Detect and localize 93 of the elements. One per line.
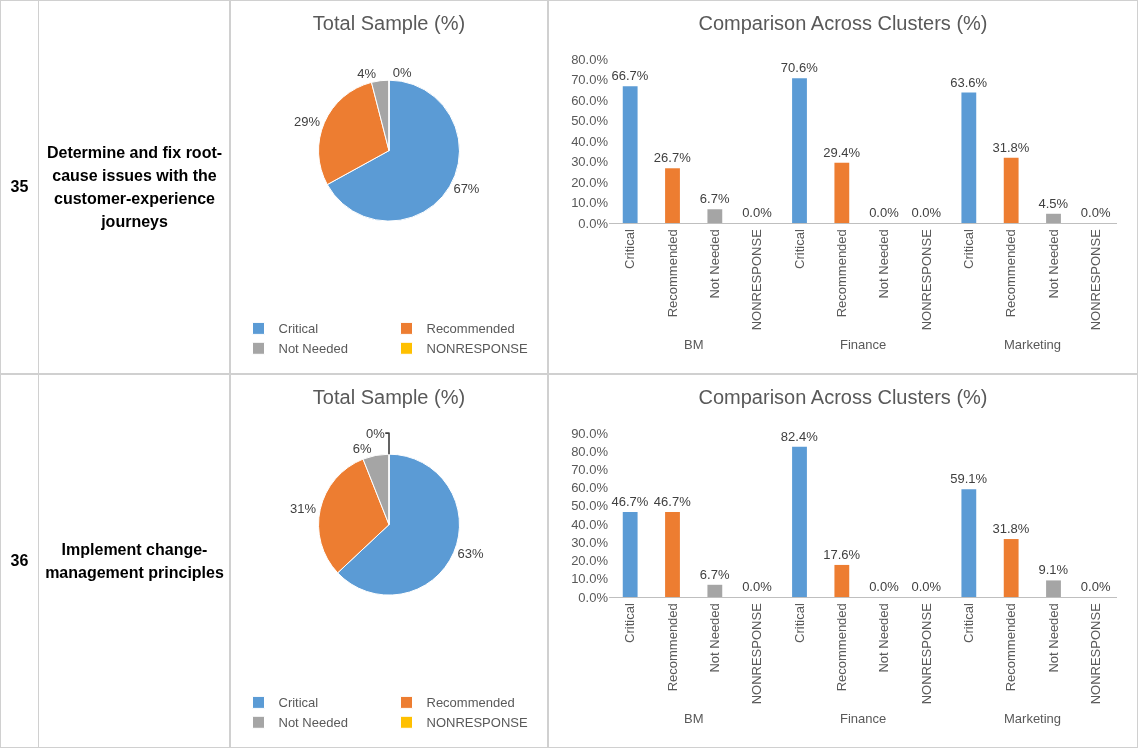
y-tick-label: 30.0% (571, 154, 609, 170)
data-label: 46.7% (611, 493, 649, 509)
data-label: 9.1% (1038, 562, 1069, 578)
x-tick-label: Recommended (1003, 603, 1019, 692)
x-tick-label: NONRESPONSE (1088, 228, 1104, 331)
x-tick-label: Not Needed (707, 603, 723, 673)
data-label: 0.0% (1080, 579, 1111, 594)
y-tick-label: 70.0% (571, 461, 609, 477)
text: Implement change-management principles (39, 375, 231, 747)
x-tick-label: NONRESPONSE (749, 228, 765, 331)
y-tick-label: 60.0% (571, 92, 609, 108)
text: Finance (840, 711, 887, 726)
text: 35 (1, 1, 39, 373)
x-tick-label: NONRESPONSE (918, 602, 934, 705)
data-label: 0.0% (742, 579, 773, 594)
chart-title: Total Sample (%) (312, 11, 466, 34)
x-tick-label: Critical (961, 229, 977, 269)
x-tick-label: Critical (622, 603, 638, 643)
chart-title: Comparison Across Clusters (%) (698, 11, 988, 34)
y-tick-label: 0.0% (578, 589, 609, 605)
y-tick-label: 50.0% (571, 113, 609, 129)
data-label: 70.6% (780, 60, 819, 76)
data-label: 6.7% (699, 566, 730, 582)
x-tick-label: Not Needed (707, 229, 723, 299)
y-tick-label: 70.0% (571, 72, 609, 88)
x-tick-label: Recommended (664, 603, 680, 692)
data-label: 82.4% (780, 428, 819, 444)
text: 0% (366, 425, 385, 441)
data-label: 63.6% (950, 74, 988, 90)
text: Finance (840, 337, 887, 352)
x-tick-label: NONRESPONSE (749, 602, 765, 705)
y-tick-label: 90.0% (571, 425, 609, 441)
text: BM (684, 711, 704, 726)
y-tick-label: 80.0% (571, 443, 609, 459)
x-tick-label: NONRESPONSE (918, 228, 934, 331)
x-tick-label: NONRESPONSE (1088, 602, 1104, 705)
legend-label: Not Needed (278, 341, 348, 357)
chart-title: Comparison Across Clusters (%) (698, 385, 988, 408)
data-label: 6% (352, 440, 373, 456)
y-tick-label: 20.0% (571, 553, 609, 569)
data-label: 31.8% (992, 521, 1030, 537)
data-label: 29.4% (823, 144, 861, 160)
y-tick-label: 60.0% (571, 480, 609, 496)
text: 0% (392, 65, 412, 81)
x-tick-label: Recommended (1003, 229, 1019, 318)
y-tick-label: 40.0% (571, 516, 609, 532)
y-tick-label: 10.0% (571, 195, 609, 211)
data-label: 63% (457, 546, 484, 562)
y-tick-label: 50.0% (571, 498, 609, 514)
data-label: 29% (294, 113, 321, 129)
data-label: 31.8% (992, 139, 1030, 155)
text: 36 (1, 375, 39, 747)
x-tick-label: Critical (622, 229, 638, 269)
data-label: 59.1% (950, 471, 988, 487)
x-tick-label: Recommended (834, 229, 850, 318)
data-label: 67% (453, 180, 480, 196)
y-tick-label: 0.0% (578, 215, 609, 231)
data-label: 66.7% (611, 68, 649, 84)
data-label: 4.5% (1038, 195, 1069, 211)
y-tick-label: 20.0% (571, 174, 609, 190)
text: Marketing (1004, 711, 1062, 726)
data-label: 0.0% (1080, 205, 1111, 220)
data-label: 17.6% (823, 546, 861, 562)
legend-label: NONRESPONSE (426, 715, 528, 731)
text: Marketing (1004, 337, 1062, 352)
y-tick-label: 30.0% (571, 534, 609, 550)
x-tick-label: Critical (791, 229, 807, 269)
data-label: 0.0% (911, 579, 942, 594)
x-tick-label: Not Needed (876, 229, 892, 299)
data-label: 0.0% (869, 579, 900, 594)
data-label: 0.0% (742, 205, 773, 220)
x-tick-label: Critical (791, 603, 807, 643)
data-label: 6.7% (699, 191, 730, 207)
y-tick-label: 10.0% (571, 571, 609, 587)
chart-title: Total Sample (%) (312, 385, 466, 408)
data-label: 0.0% (911, 205, 942, 220)
x-tick-label: Not Needed (1045, 603, 1061, 673)
text: BM (684, 337, 704, 352)
y-tick-label: 40.0% (571, 133, 609, 149)
x-tick-label: Not Needed (876, 603, 892, 673)
data-label: 26.7% (653, 150, 692, 166)
x-tick-label: Not Needed (1045, 229, 1061, 299)
x-tick-label: Recommended (834, 603, 850, 692)
x-tick-label: Recommended (664, 229, 680, 318)
legend-label: Not Needed (278, 715, 348, 731)
x-tick-label: Critical (961, 603, 977, 643)
y-tick-label: 80.0% (571, 51, 609, 67)
legend-label: NONRESPONSE (426, 341, 528, 357)
text: Determine and fix root-cause issues with the customer-experience journeys (39, 1, 231, 373)
data-label: 4% (357, 65, 377, 81)
data-label: 0.0% (869, 205, 900, 220)
data-label: 31% (290, 501, 317, 517)
data-label: 46.7% (653, 493, 692, 509)
